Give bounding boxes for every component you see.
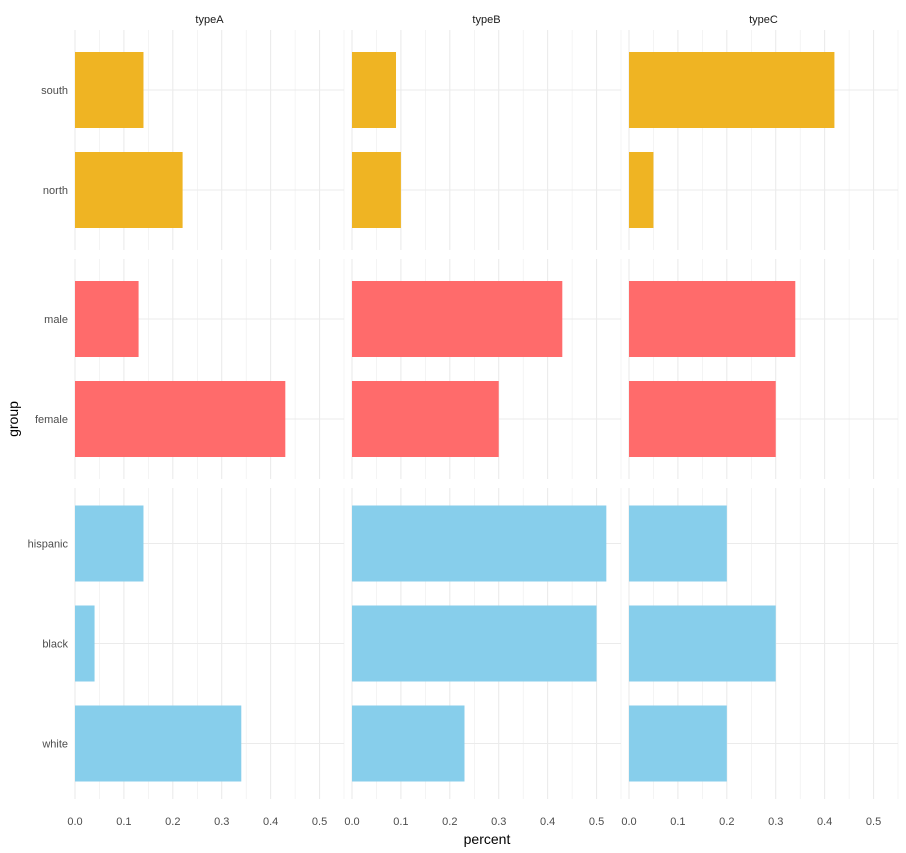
- y-tick-label: female: [35, 414, 68, 426]
- x-tick-label: 0.0: [67, 816, 82, 828]
- x-tick-label: 0.4: [263, 816, 278, 828]
- x-tick-label: 0.5: [866, 816, 881, 828]
- bar-typeA-hispanic: [75, 505, 144, 582]
- y-tick-label: white: [41, 739, 68, 751]
- bar-typeC-hispanic: [629, 505, 727, 582]
- bar-typeB-male: [352, 281, 563, 357]
- x-tick-label: 0.3: [768, 816, 783, 828]
- y-tick-label: south: [41, 85, 68, 97]
- bar-typeC-black: [629, 605, 776, 682]
- x-tick-label: 0.4: [540, 816, 555, 828]
- bar-typeB-north: [352, 152, 401, 228]
- bar-typeB-south: [352, 52, 397, 128]
- y-axis-title: group: [5, 401, 21, 437]
- facet-strip-label: typeC: [749, 14, 778, 26]
- bar-typeB-white: [352, 705, 465, 782]
- x-tick-label: 0.5: [312, 816, 327, 828]
- bar-typeA-south: [75, 52, 144, 128]
- x-tick-label: 0.2: [442, 816, 457, 828]
- x-tick-label: 0.1: [670, 816, 685, 828]
- bar-typeC-south: [629, 52, 835, 128]
- bar-typeA-female: [75, 381, 286, 457]
- x-tick-label: 0.0: [344, 816, 359, 828]
- facet-strip-label: typeB: [472, 14, 500, 26]
- bar-typeC-female: [629, 381, 776, 457]
- x-tick-label: 0.5: [589, 816, 604, 828]
- bar-typeA-black: [75, 605, 95, 682]
- x-tick-label: 0.0: [621, 816, 636, 828]
- bar-typeA-north: [75, 152, 183, 228]
- x-axis-title: percent: [464, 831, 511, 847]
- bar-typeB-female: [352, 381, 499, 457]
- x-tick-label: 0.2: [165, 816, 180, 828]
- x-tick-label: 0.1: [116, 816, 131, 828]
- y-tick-label: hispanic: [28, 539, 69, 551]
- bar-typeB-hispanic: [352, 505, 607, 582]
- x-tick-label: 0.3: [214, 816, 229, 828]
- bar-typeB-black: [352, 605, 597, 682]
- y-tick-label: north: [43, 185, 68, 197]
- x-tick-label: 0.2: [719, 816, 734, 828]
- bar-typeA-male: [75, 281, 139, 357]
- x-tick-label: 0.3: [491, 816, 506, 828]
- bar-typeC-north: [629, 152, 654, 228]
- facet-strip-label: typeA: [195, 14, 224, 26]
- x-tick-label: 0.1: [393, 816, 408, 828]
- label-layer: south north male female hispanic black white ty…: [28, 14, 882, 828]
- bar-typeC-male: [629, 281, 796, 357]
- y-tick-label: black: [42, 639, 68, 651]
- bar-typeC-white: [629, 705, 727, 782]
- bar-typeA-white: [75, 705, 242, 782]
- x-tick-label: 0.4: [817, 816, 832, 828]
- bar-layer: [75, 52, 835, 782]
- y-tick-label: male: [44, 314, 68, 326]
